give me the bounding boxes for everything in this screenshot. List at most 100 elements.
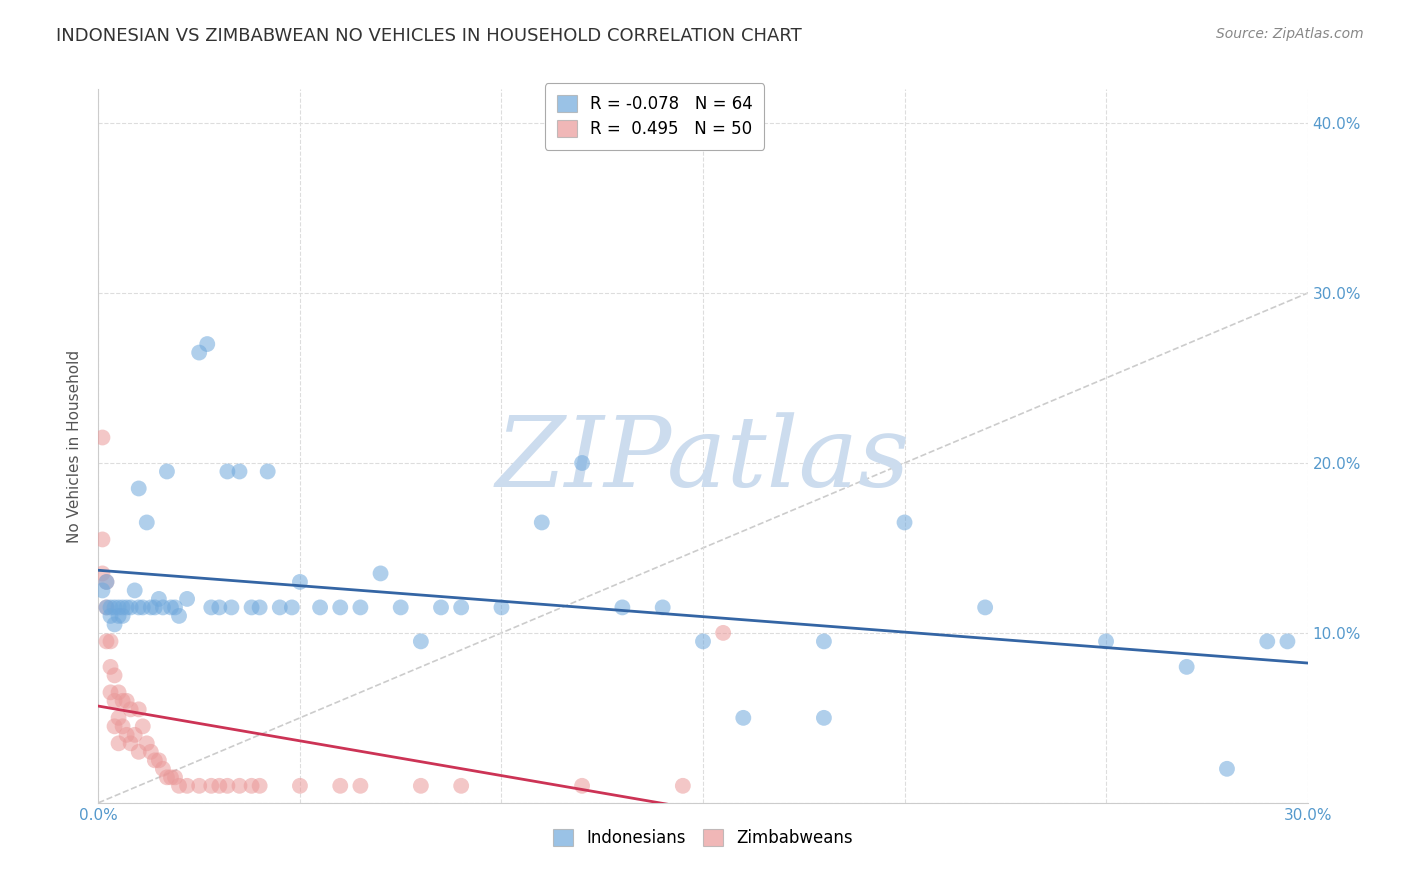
Point	[103, 600, 125, 615]
Point	[139, 745, 162, 759]
Point	[370, 566, 392, 581]
Point	[167, 779, 190, 793]
Point	[612, 600, 634, 615]
Text: Source: ZipAtlas.com: Source: ZipAtlas.com	[1216, 27, 1364, 41]
Point	[217, 465, 239, 479]
Point	[139, 600, 162, 615]
Point	[1175, 660, 1198, 674]
Point	[103, 668, 125, 682]
Point	[813, 634, 835, 648]
Point	[111, 608, 134, 623]
Point	[430, 600, 453, 615]
Point	[1256, 634, 1278, 648]
Point	[163, 770, 186, 784]
Point	[269, 600, 291, 615]
Point	[692, 634, 714, 648]
Point	[120, 736, 142, 750]
Point	[249, 600, 271, 615]
Point	[115, 600, 138, 615]
Point	[103, 617, 125, 632]
Point	[148, 591, 170, 606]
Point	[208, 779, 231, 793]
Text: INDONESIAN VS ZIMBABWEAN NO VEHICLES IN HOUSEHOLD CORRELATION CHART: INDONESIAN VS ZIMBABWEAN NO VEHICLES IN …	[56, 27, 801, 45]
Point	[491, 600, 513, 615]
Point	[156, 770, 179, 784]
Point	[530, 516, 553, 530]
Point	[148, 753, 170, 767]
Point	[217, 779, 239, 793]
Point	[167, 608, 190, 623]
Point	[288, 574, 311, 589]
Point	[124, 583, 146, 598]
Point	[1277, 634, 1299, 648]
Point	[107, 685, 129, 699]
Point	[96, 600, 118, 615]
Point	[120, 702, 142, 716]
Point	[281, 600, 304, 615]
Legend: Indonesians, Zimbabweans: Indonesians, Zimbabweans	[541, 817, 865, 859]
Point	[143, 600, 166, 615]
Point	[813, 711, 835, 725]
Point	[100, 600, 122, 615]
Point	[128, 745, 150, 759]
Point	[672, 779, 695, 793]
Y-axis label: No Vehicles in Household: No Vehicles in Household	[67, 350, 83, 542]
Point	[132, 719, 155, 733]
Point	[200, 600, 222, 615]
Point	[221, 600, 243, 615]
Point	[152, 762, 174, 776]
Point	[96, 634, 118, 648]
Point	[96, 574, 118, 589]
Point	[143, 753, 166, 767]
Point	[240, 779, 263, 793]
Point	[228, 465, 250, 479]
Point	[100, 660, 122, 674]
Point	[409, 634, 432, 648]
Point	[111, 600, 134, 615]
Point	[163, 600, 186, 615]
Point	[132, 600, 155, 615]
Point	[200, 779, 222, 793]
Point	[240, 600, 263, 615]
Point	[100, 608, 122, 623]
Point	[152, 600, 174, 615]
Point	[124, 728, 146, 742]
Point	[91, 566, 114, 581]
Point	[571, 456, 593, 470]
Point	[349, 779, 371, 793]
Point	[329, 600, 352, 615]
Point	[111, 694, 134, 708]
Point	[115, 694, 138, 708]
Text: ZIPatlas: ZIPatlas	[496, 413, 910, 508]
Point	[571, 779, 593, 793]
Point	[228, 779, 250, 793]
Point	[450, 779, 472, 793]
Point	[115, 728, 138, 742]
Point	[893, 516, 915, 530]
Point	[128, 702, 150, 716]
Point	[120, 600, 142, 615]
Point	[107, 608, 129, 623]
Point	[188, 779, 211, 793]
Point	[389, 600, 412, 615]
Point	[91, 533, 114, 547]
Point	[256, 465, 278, 479]
Point	[349, 600, 371, 615]
Point	[249, 779, 271, 793]
Point	[409, 779, 432, 793]
Point	[128, 600, 150, 615]
Point	[711, 626, 734, 640]
Point	[107, 600, 129, 615]
Point	[176, 591, 198, 606]
Point	[103, 694, 125, 708]
Point	[974, 600, 997, 615]
Point	[160, 770, 183, 784]
Point	[107, 711, 129, 725]
Point	[329, 779, 352, 793]
Point	[188, 345, 211, 359]
Point	[288, 779, 311, 793]
Point	[96, 574, 118, 589]
Point	[208, 600, 231, 615]
Point	[176, 779, 198, 793]
Point	[100, 685, 122, 699]
